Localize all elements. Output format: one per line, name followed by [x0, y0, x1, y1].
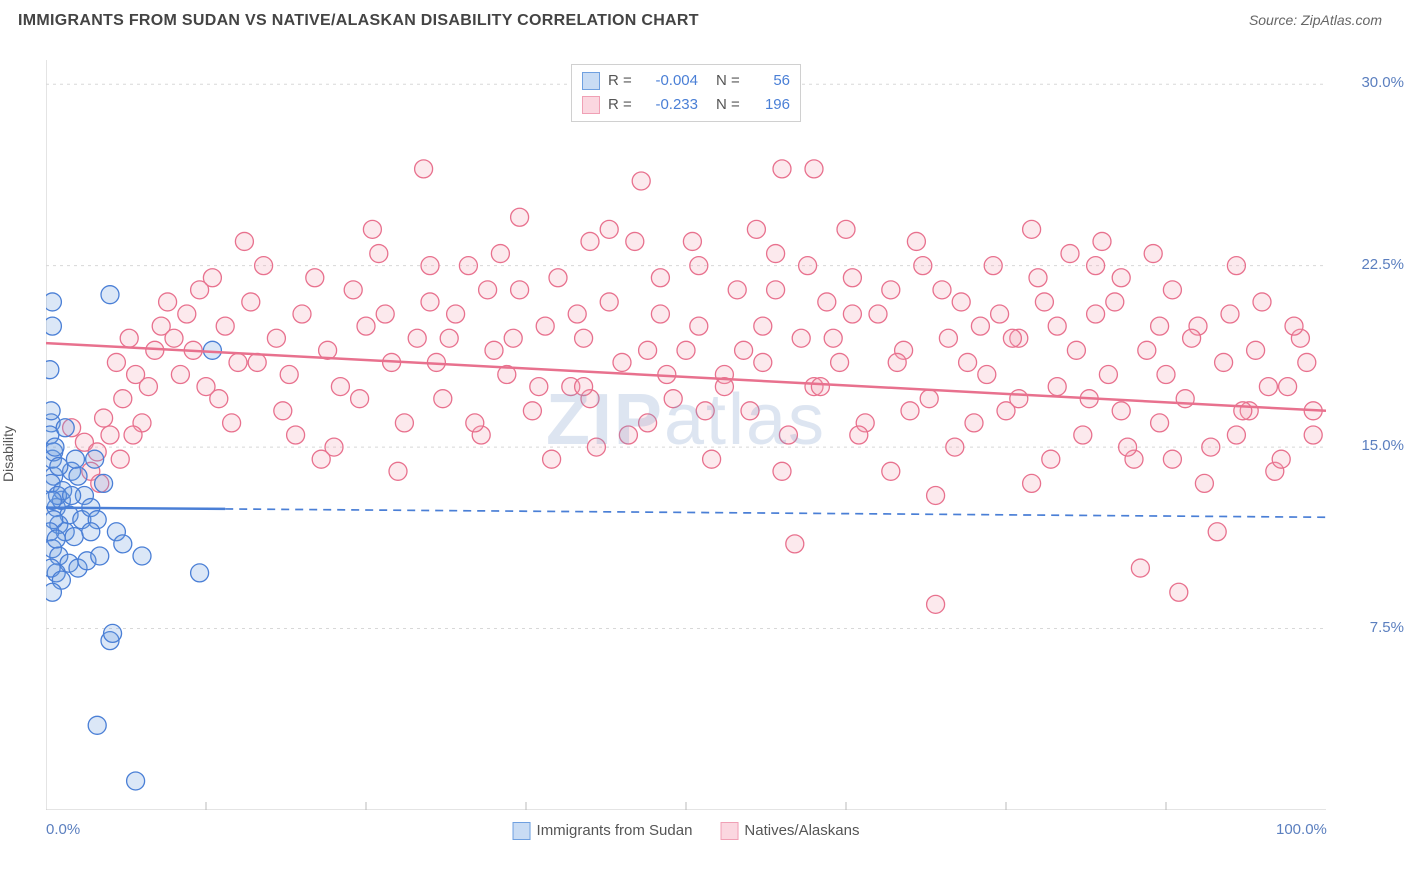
- y-tick-label: 22.5%: [1361, 256, 1404, 273]
- stats-legend: R =-0.004N =56R =-0.233N =196: [571, 64, 801, 122]
- legend-item: Immigrants from Sudan: [513, 822, 693, 840]
- chart-source: Source: ZipAtlas.com: [1249, 12, 1382, 28]
- scatter-plot: [46, 60, 1326, 810]
- stats-row: R =-0.004N =56: [582, 69, 790, 93]
- y-tick-label: 30.0%: [1361, 74, 1404, 91]
- y-tick-label: 7.5%: [1370, 619, 1404, 636]
- y-tick-label: 15.0%: [1361, 437, 1404, 454]
- series-legend: Immigrants from Sudan Natives/Alaskans: [513, 822, 860, 840]
- x-tick-label: 100.0%: [1276, 821, 1327, 838]
- y-axis-label: Disability: [0, 426, 16, 482]
- stats-row: R =-0.233N =196: [582, 93, 790, 117]
- x-tick-label: 0.0%: [46, 821, 80, 838]
- chart-title: IMMIGRANTS FROM SUDAN VS NATIVE/ALASKAN …: [18, 12, 699, 30]
- chart-container: ZIPatlas R =-0.004N =56R =-0.233N =196 I…: [46, 60, 1326, 810]
- legend-item: Natives/Alaskans: [720, 822, 859, 840]
